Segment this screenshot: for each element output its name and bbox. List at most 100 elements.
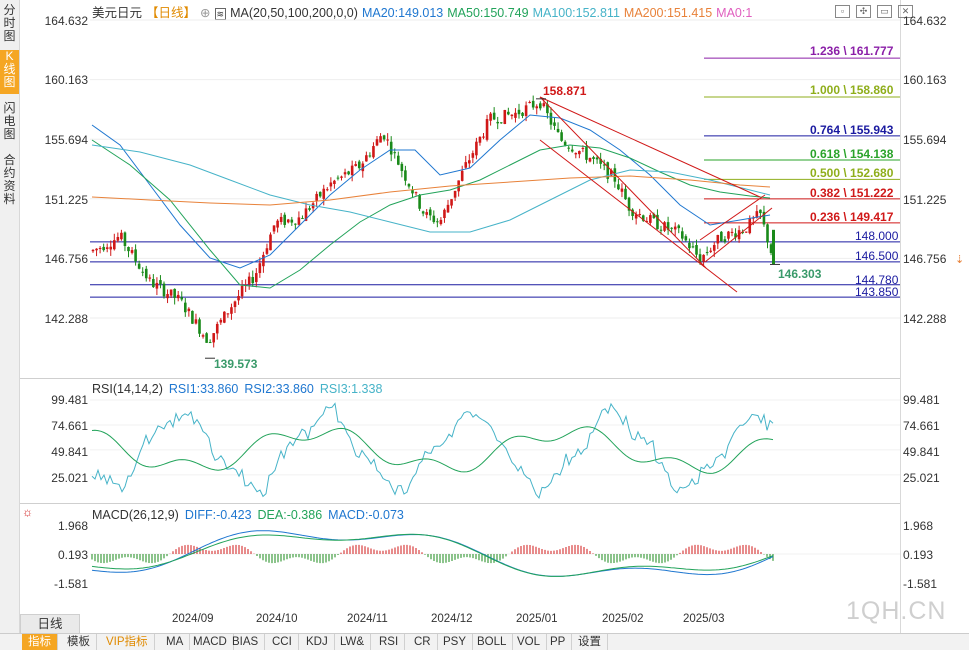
tab-settings[interactable]: 设置 xyxy=(572,634,608,650)
period-label[interactable]: 【日线】 xyxy=(146,6,197,20)
tab-flash[interactable]: 闪电图 xyxy=(3,101,16,141)
candle-body xyxy=(478,136,482,143)
candle-body xyxy=(492,112,496,120)
current-price-marker-icon: ⇣ xyxy=(955,254,965,266)
candle-body xyxy=(443,209,446,219)
macd-sun-icon[interactable]: ☼ xyxy=(22,505,33,519)
restore-icon[interactable]: ▭ xyxy=(877,5,892,18)
date-label: 2025/03 xyxy=(683,613,725,625)
tab-boll[interactable]: BOLL xyxy=(471,634,514,650)
ma200-line xyxy=(91,175,771,206)
period-button[interactable]: 日线 xyxy=(20,614,80,634)
tab-contract-info[interactable]: 合约资料 xyxy=(3,153,16,206)
candle-body xyxy=(372,146,375,158)
settings-icon[interactable]: ⊕ xyxy=(200,6,211,20)
wedge-lower xyxy=(704,207,773,263)
ma50-line xyxy=(91,139,771,289)
candle-body xyxy=(297,217,301,225)
left-sidebar: 分时图 K线图 闪电图 合约资料 xyxy=(0,0,20,633)
last-candle xyxy=(772,229,775,265)
candle-body xyxy=(702,254,705,262)
date-label: 2024/09 xyxy=(172,613,214,625)
tab-cr[interactable]: CR xyxy=(408,634,438,650)
candle-body xyxy=(453,190,457,198)
channel-mid xyxy=(539,96,707,269)
candle-body xyxy=(368,155,372,157)
candle-body xyxy=(187,308,191,312)
tab-template[interactable]: 模板 xyxy=(61,634,97,650)
tab-kline[interactable]: K线图 xyxy=(0,50,19,94)
candle-body xyxy=(169,289,173,296)
tab-macd[interactable]: MACD xyxy=(187,634,234,650)
tab-vip-indicators[interactable]: VIP指标 xyxy=(100,634,155,650)
candle-body xyxy=(720,231,723,242)
candle-body xyxy=(528,102,531,104)
current-price-label: 146.756 xyxy=(903,252,947,266)
candle-body xyxy=(251,277,255,284)
candle-body xyxy=(634,214,638,219)
tab-ma[interactable]: MA xyxy=(160,634,191,650)
candle-body xyxy=(684,236,688,241)
candle-body xyxy=(730,231,734,233)
tab-indicators[interactable]: 指标 xyxy=(22,634,58,650)
candle-body xyxy=(553,122,556,126)
candle-body xyxy=(624,188,627,200)
price-label: 155.694 xyxy=(903,133,947,147)
candle-body xyxy=(407,183,411,187)
candle-body xyxy=(276,220,279,228)
candle-body xyxy=(201,335,205,337)
candle-body xyxy=(279,216,283,222)
candle-body xyxy=(556,128,560,133)
chart-canvas[interactable] xyxy=(0,0,969,633)
fib-label-0764: 0.764 \ 155.943 xyxy=(810,123,894,137)
wedge-upper xyxy=(699,194,766,241)
candle-body xyxy=(539,103,542,109)
candle-body xyxy=(549,112,553,125)
candle-body xyxy=(116,237,120,241)
rsi-axis-label: 49.841 xyxy=(51,445,88,459)
candle-body xyxy=(397,155,400,165)
tab-vol[interactable]: VOL xyxy=(511,634,548,650)
rsi3-value: RSI3:1.338 xyxy=(319,382,383,396)
candle-body xyxy=(759,209,762,214)
candle-body xyxy=(159,280,162,285)
price-label: 160.163 xyxy=(903,73,947,87)
ma20-value: MA20:149.013 xyxy=(361,6,444,20)
rsi-axis-label-right: 99.481 xyxy=(903,393,940,407)
tab-kdj[interactable]: KDJ xyxy=(300,634,335,650)
close-panel-icon[interactable]: ✕ xyxy=(898,5,913,18)
candle-body xyxy=(223,311,226,323)
candle-body xyxy=(102,246,105,251)
candle-body xyxy=(414,192,418,194)
candle-body xyxy=(631,209,634,216)
fullscreen-icon[interactable]: ✣ xyxy=(856,5,871,18)
candle-body xyxy=(255,273,258,283)
rsi-axis-label: 99.481 xyxy=(51,393,88,407)
candle-body xyxy=(294,223,297,225)
candle-body xyxy=(375,139,379,146)
tab-cci[interactable]: CCI xyxy=(266,634,299,650)
candle-body xyxy=(286,219,290,223)
tab-bias[interactable]: BIAS xyxy=(226,634,266,650)
tab-rsi[interactable]: RSI xyxy=(373,634,406,650)
rsi-axis-label-right: 49.841 xyxy=(903,445,940,459)
date-label: 2024/12 xyxy=(431,613,473,625)
ma200-value: MA200:151.415 xyxy=(623,6,713,20)
candle-body xyxy=(599,158,602,164)
candle-body xyxy=(404,170,407,181)
tab-timeshare[interactable]: 分时图 xyxy=(3,3,16,43)
ma-label: MA(20,50,100,200,0,0) xyxy=(230,6,358,20)
panel-divider-macd xyxy=(20,503,900,504)
tab-lw[interactable]: LW& xyxy=(334,634,372,650)
last-annotation: 146.303 xyxy=(778,267,822,281)
zoom-icon[interactable]: ▫ xyxy=(835,5,850,18)
candle-body xyxy=(191,310,194,324)
ma-indicator-icon[interactable]: ≋ xyxy=(214,8,227,20)
candle-body xyxy=(439,219,443,225)
candle-body xyxy=(471,153,475,158)
macd-value: MACD:-0.073 xyxy=(328,508,404,522)
tab-pp[interactable]: PP xyxy=(544,634,573,650)
level-label-144780: 144.780 xyxy=(855,273,899,287)
indicator-tab-bar: 指标 模板 VIP指标 MA MACD BIAS CCI KDJ LW& RSI… xyxy=(0,633,969,650)
tab-psy[interactable]: PSY xyxy=(437,634,474,650)
